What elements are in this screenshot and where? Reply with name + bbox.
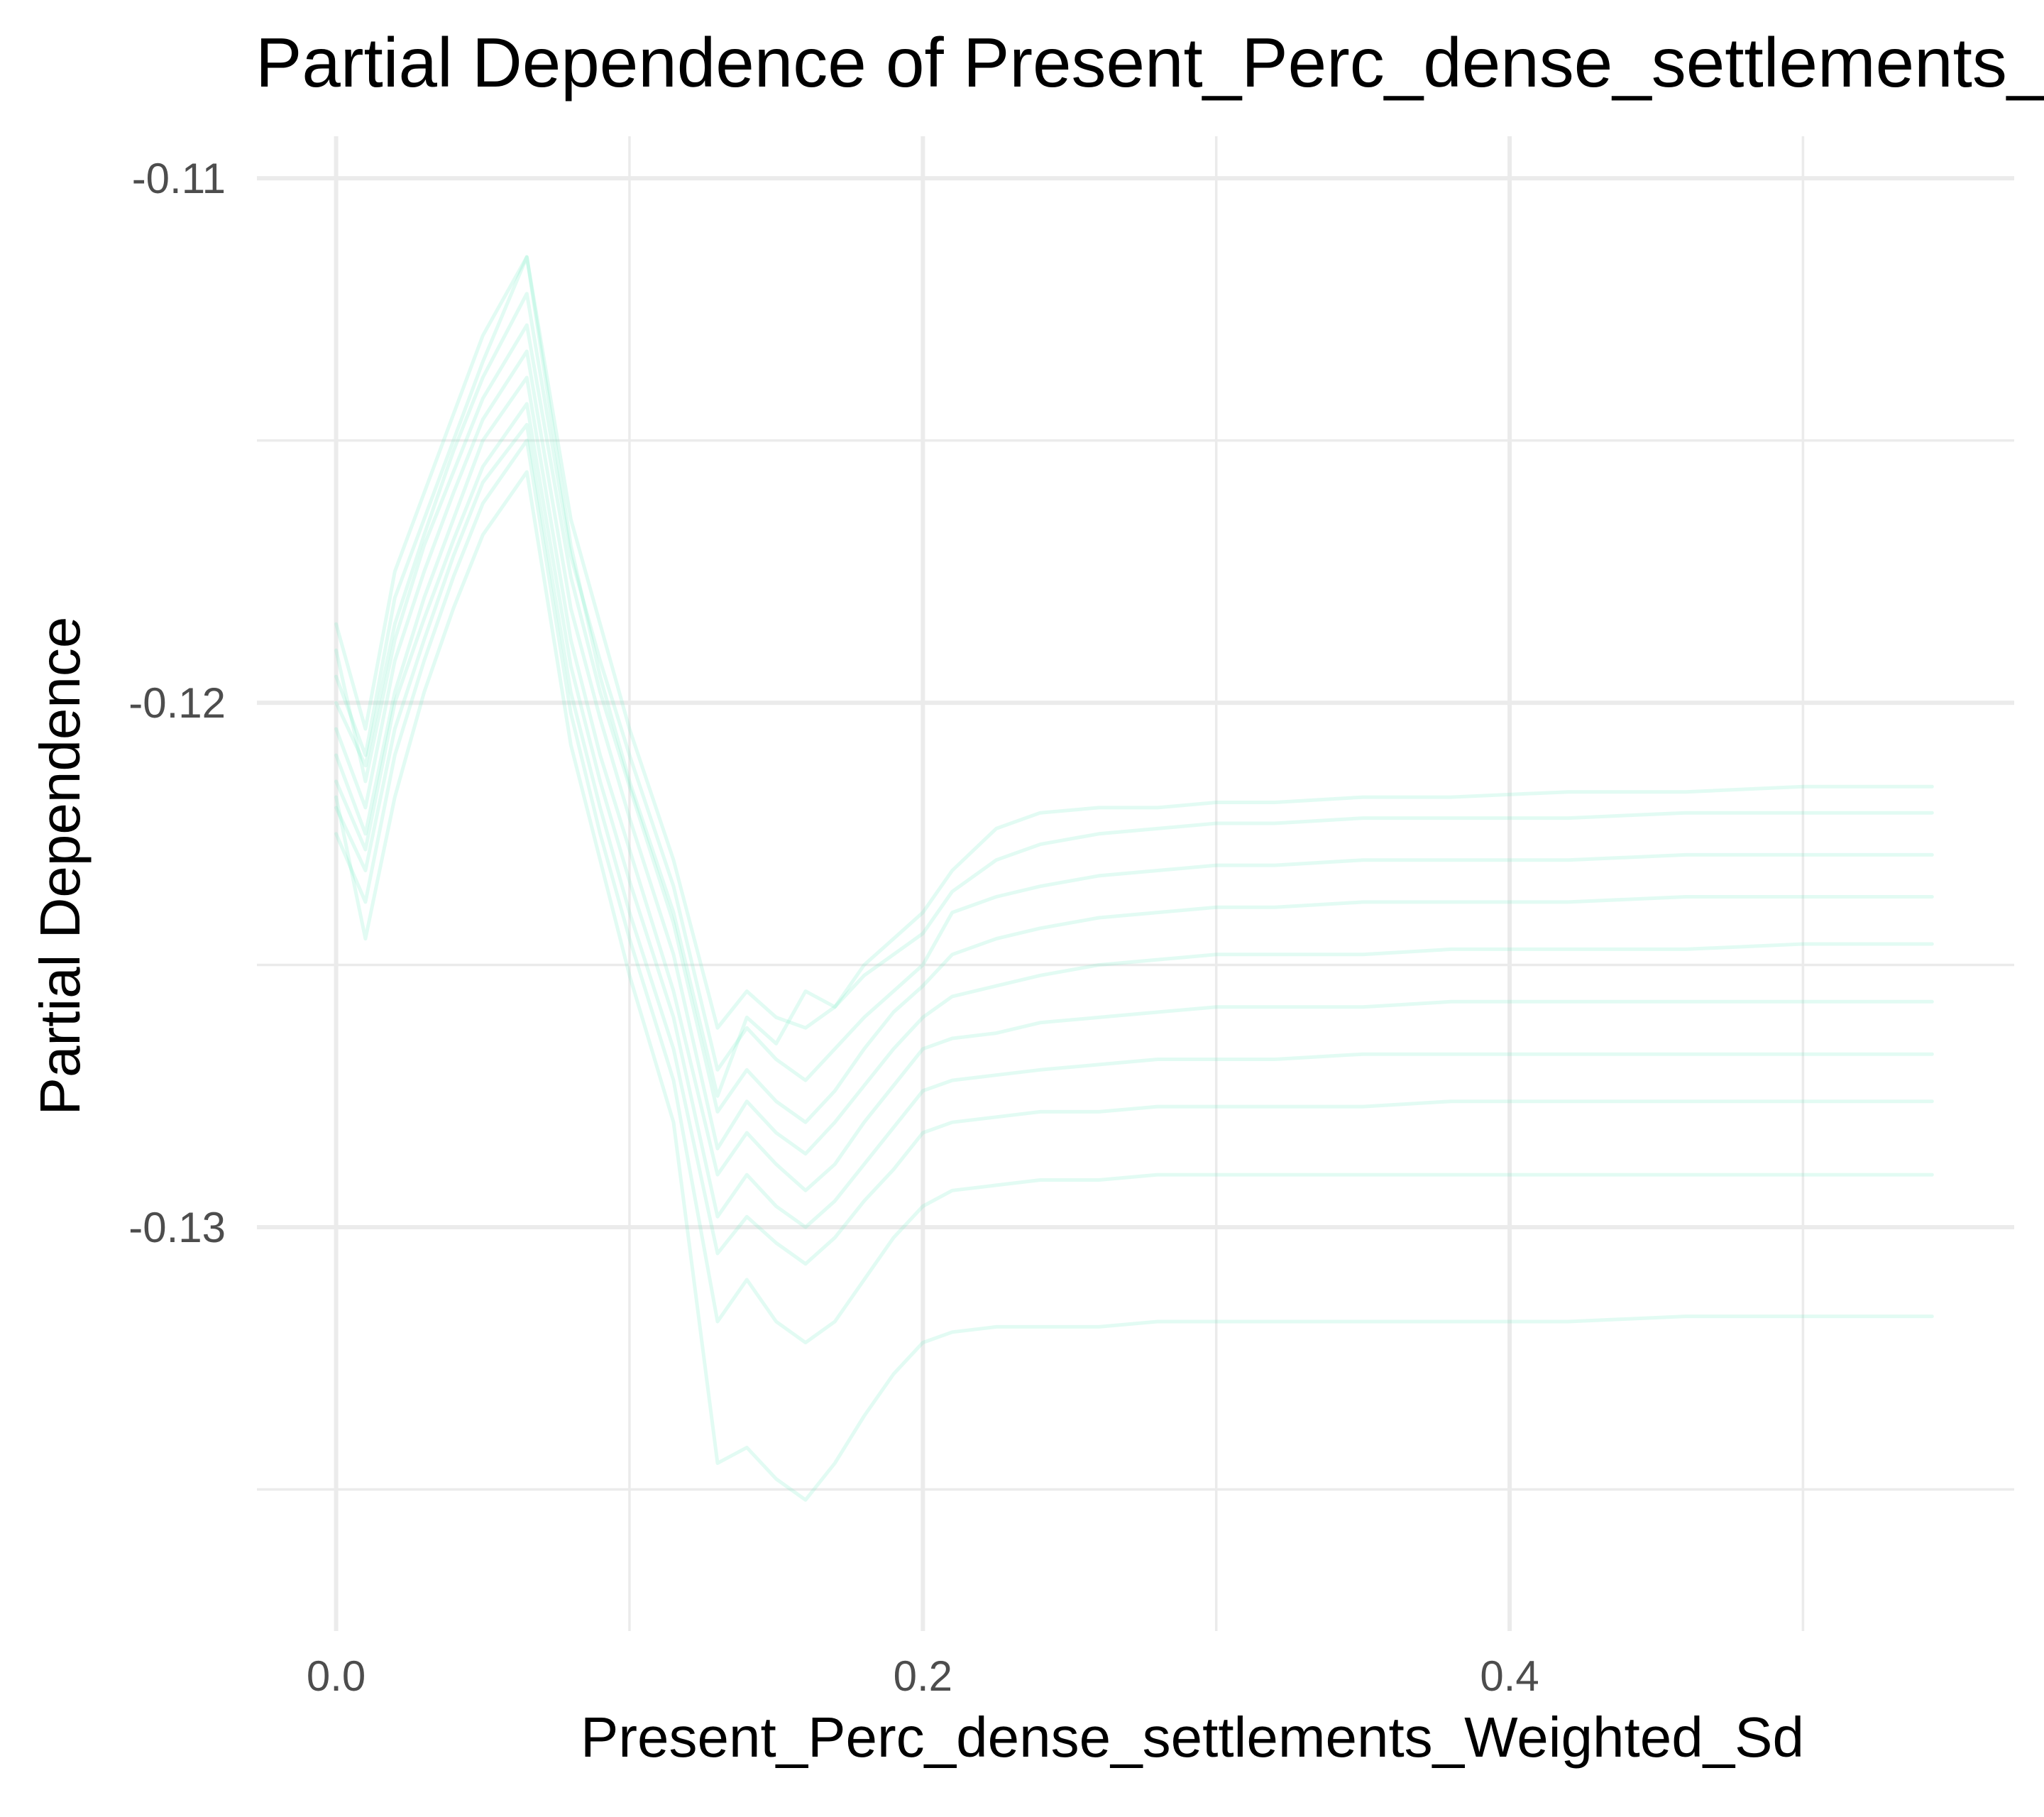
- x-tick-label-1: 0.2: [894, 1652, 952, 1700]
- ice-curve-2: [334, 292, 1934, 1082]
- chart-title: Partial Dependence of Present_Perc_dense…: [256, 23, 2044, 101]
- x-tick-label-0: 0.0: [307, 1652, 366, 1700]
- ice-curve-4: [334, 349, 1934, 1156]
- ice-curve-3: [334, 323, 1934, 1124]
- x-axis-title: Present_Perc_dense_settlements_Weighted_…: [581, 1706, 1804, 1769]
- ice-curve-5: [334, 375, 1934, 1192]
- y-tick-label-1: -0.12: [128, 679, 226, 727]
- ice-curve-8: [334, 439, 1934, 1345]
- ice-curve-7: [334, 422, 1934, 1266]
- ice-curve-9: [334, 470, 1934, 1502]
- y-axis-ticks: -0.11 -0.12 -0.13: [128, 155, 226, 1251]
- ice-curve-1: [334, 255, 1934, 1030]
- ice-curve-0: [334, 255, 1934, 1098]
- x-tick-label-2: 0.4: [1480, 1652, 1539, 1700]
- minor-grid: [257, 136, 2014, 1631]
- major-grid: [257, 136, 2014, 1631]
- y-tick-label-0: -0.11: [132, 155, 226, 202]
- y-axis-title: Partial Dependence: [28, 617, 92, 1116]
- ice-curves: [334, 255, 1934, 1502]
- x-axis-ticks: 0.0 0.2 0.4: [307, 1652, 1539, 1700]
- y-tick-label-2: -0.13: [128, 1204, 226, 1251]
- ice-curve-6: [334, 402, 1934, 1229]
